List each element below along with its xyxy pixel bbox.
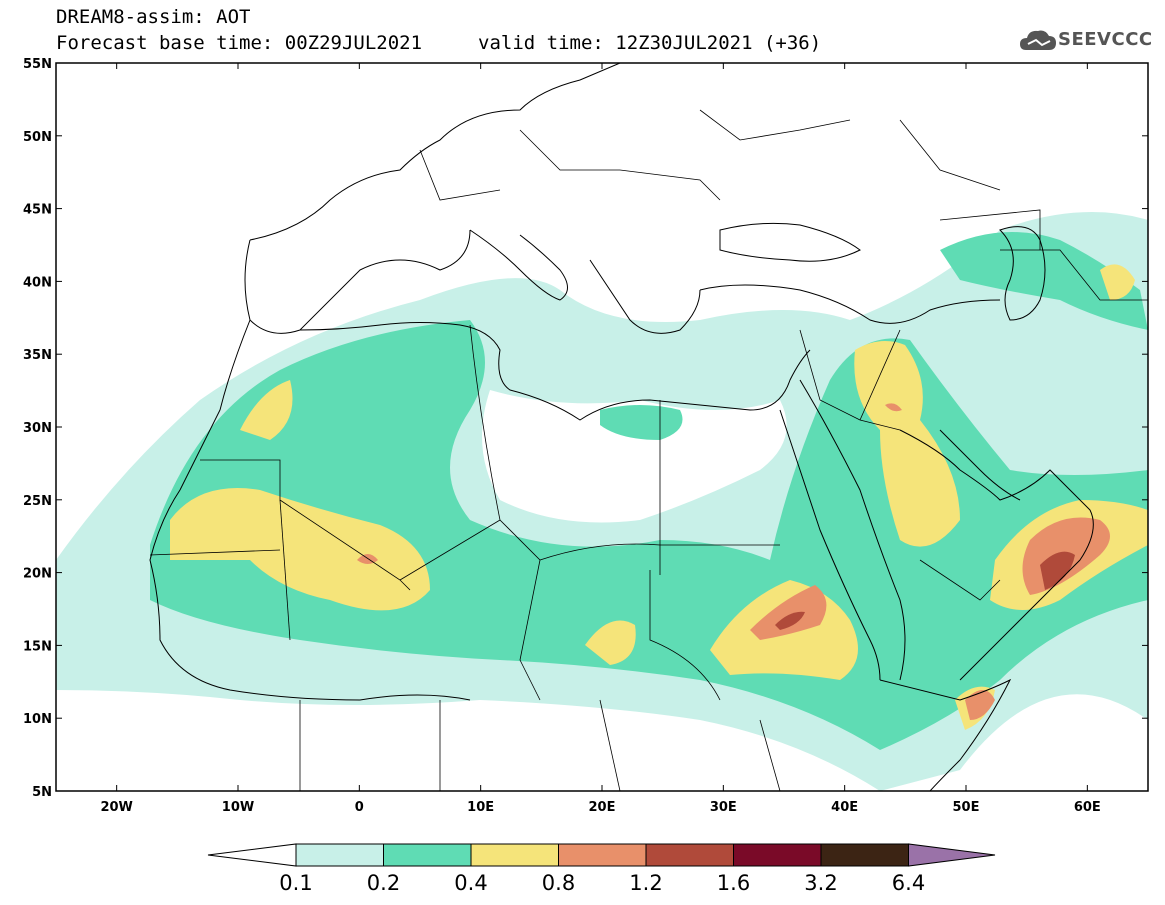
lat-label: 15N bbox=[23, 639, 52, 654]
longitude-ticks: 20W 10W 0 10E 20E 30E 40E 50E 60E bbox=[100, 63, 1101, 815]
lat-label: 25N bbox=[23, 494, 52, 509]
aot-band-12 bbox=[1040, 551, 1075, 590]
colorbar-level-label: 0.4 bbox=[454, 871, 488, 895]
lat-label: 45N bbox=[23, 203, 52, 218]
aot-band-04g bbox=[1100, 264, 1135, 300]
aot-band-08e bbox=[885, 403, 902, 412]
lon-label: 50E bbox=[953, 800, 980, 815]
lat-label: 50N bbox=[23, 130, 52, 145]
country-borders bbox=[149, 109, 1148, 791]
lat-label: 30N bbox=[23, 421, 52, 436]
aot-band-04f bbox=[585, 620, 636, 665]
lat-label: 55N bbox=[23, 57, 52, 72]
colorbar-level-label: 1.6 bbox=[716, 871, 751, 895]
lon-label: 0 bbox=[355, 800, 364, 815]
aot-fields bbox=[56, 212, 1148, 791]
aot-band-04c bbox=[854, 341, 960, 547]
seevccc-logo: SEEVCCC bbox=[1058, 29, 1153, 50]
colorbar-level-label: 6.4 bbox=[891, 871, 926, 895]
lon-label: 20E bbox=[589, 800, 616, 815]
aot-band-04 bbox=[170, 488, 430, 611]
lat-label: 5N bbox=[32, 785, 52, 800]
colorbar-level-label: 0.1 bbox=[279, 871, 313, 895]
lon-label: 30E bbox=[710, 800, 737, 815]
latitude-ticks: 55N 50N 45N 40N 35N 30N 25N 20N 15N 10N 5N bbox=[23, 57, 1148, 800]
lon-label: 40E bbox=[831, 800, 858, 815]
aot-band-12b bbox=[775, 611, 805, 630]
colorbar-level-label: 0.2 bbox=[366, 871, 401, 895]
lon-label: 10E bbox=[467, 800, 494, 815]
colorbar-level-label: 1.2 bbox=[629, 871, 663, 895]
aot-band-08c bbox=[965, 690, 995, 720]
aot-band-04b bbox=[240, 380, 293, 440]
lat-label: 35N bbox=[23, 348, 52, 363]
lon-label: 60E bbox=[1074, 800, 1101, 815]
cloud-icon bbox=[1020, 30, 1056, 50]
lon-label: 20W bbox=[100, 800, 132, 815]
lat-label: 40N bbox=[23, 275, 52, 290]
forecast-base-time: Forecast base time: 00Z29JUL2021 bbox=[56, 32, 423, 54]
valid-time: valid time: 12Z30JUL2021 (+36) bbox=[478, 32, 822, 54]
title-line-1: DREAM8-assim: AOT bbox=[56, 6, 251, 28]
lon-label: 10W bbox=[222, 800, 254, 815]
lat-label: 20N bbox=[23, 567, 52, 582]
aot-band-08b bbox=[750, 585, 827, 640]
colorbar-level-label: 3.2 bbox=[804, 871, 838, 895]
colorbar-level-label: 0.8 bbox=[541, 871, 576, 895]
lat-label: 10N bbox=[23, 712, 52, 727]
aot-band-01b bbox=[482, 390, 787, 523]
aot-band-02c bbox=[600, 405, 683, 440]
coastlines bbox=[149, 63, 1094, 791]
